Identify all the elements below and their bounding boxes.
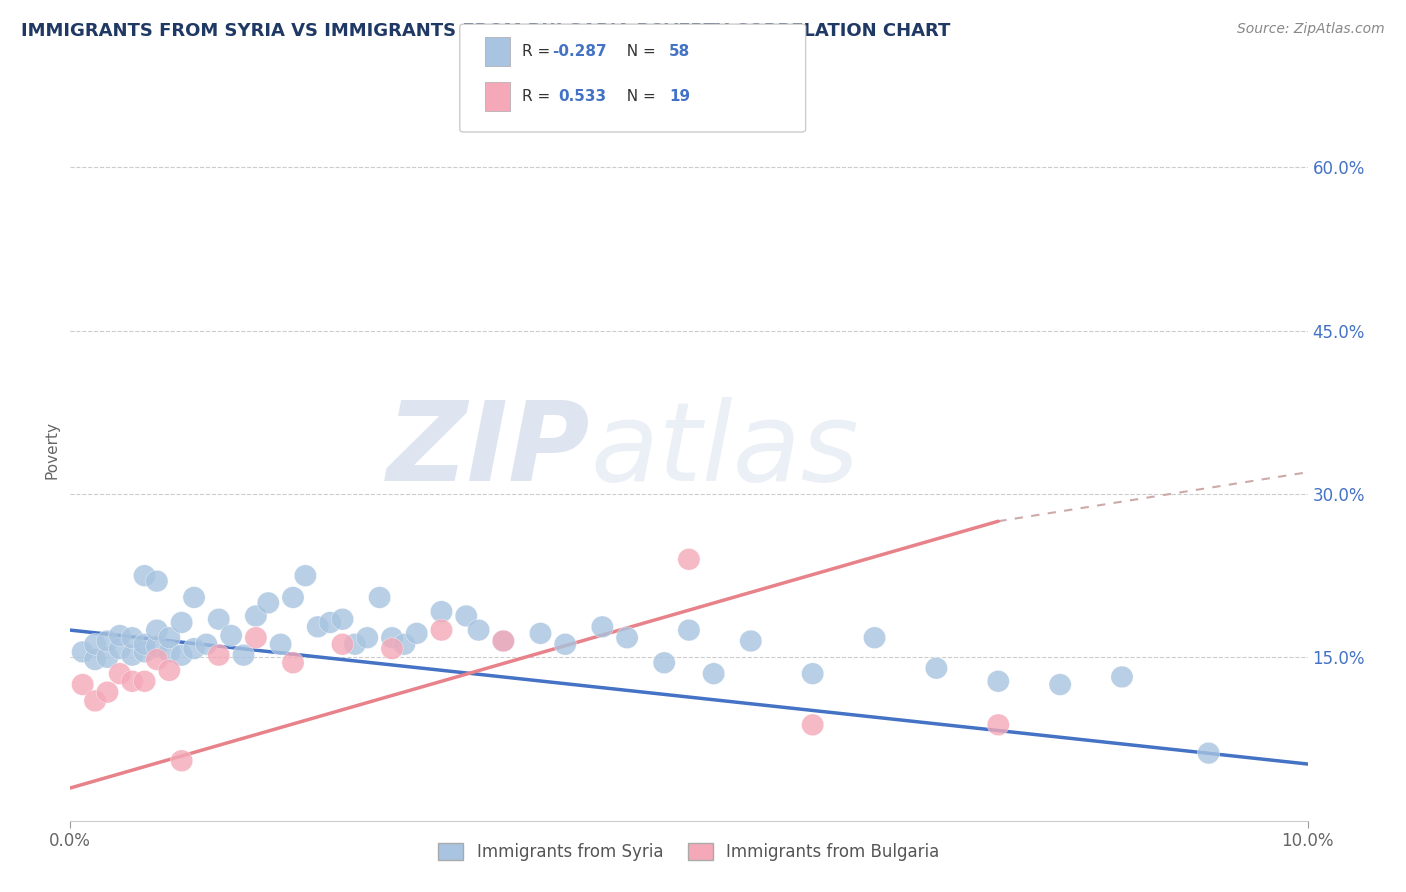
- Ellipse shape: [1111, 666, 1133, 688]
- Ellipse shape: [294, 565, 316, 587]
- Text: R =: R =: [522, 89, 560, 104]
- Ellipse shape: [170, 644, 193, 666]
- Ellipse shape: [219, 624, 242, 647]
- Ellipse shape: [108, 663, 131, 684]
- Ellipse shape: [146, 619, 169, 641]
- Ellipse shape: [96, 630, 118, 652]
- Ellipse shape: [245, 605, 267, 627]
- Ellipse shape: [430, 619, 453, 641]
- Ellipse shape: [987, 671, 1010, 692]
- Ellipse shape: [430, 600, 453, 623]
- Ellipse shape: [170, 750, 193, 772]
- Ellipse shape: [108, 638, 131, 659]
- Text: R =: R =: [522, 44, 555, 59]
- Text: 19: 19: [669, 89, 690, 104]
- Ellipse shape: [84, 633, 107, 655]
- Ellipse shape: [492, 630, 515, 652]
- Ellipse shape: [801, 714, 824, 736]
- Ellipse shape: [134, 565, 156, 587]
- Ellipse shape: [394, 633, 416, 655]
- Ellipse shape: [332, 608, 354, 630]
- Ellipse shape: [134, 641, 156, 663]
- Ellipse shape: [183, 638, 205, 659]
- Ellipse shape: [72, 641, 94, 663]
- Text: IMMIGRANTS FROM SYRIA VS IMMIGRANTS FROM BULGARIA POVERTY CORRELATION CHART: IMMIGRANTS FROM SYRIA VS IMMIGRANTS FROM…: [21, 22, 950, 40]
- Ellipse shape: [554, 633, 576, 655]
- Ellipse shape: [84, 690, 107, 712]
- Ellipse shape: [356, 627, 378, 648]
- Ellipse shape: [703, 663, 725, 684]
- Ellipse shape: [307, 616, 329, 638]
- Ellipse shape: [381, 638, 404, 659]
- Ellipse shape: [170, 612, 193, 633]
- Ellipse shape: [146, 570, 169, 592]
- Ellipse shape: [405, 623, 427, 644]
- Ellipse shape: [863, 627, 886, 648]
- Ellipse shape: [591, 616, 613, 638]
- Text: ZIP: ZIP: [387, 397, 591, 504]
- Ellipse shape: [381, 627, 404, 648]
- Ellipse shape: [183, 587, 205, 608]
- Ellipse shape: [281, 587, 304, 608]
- Ellipse shape: [134, 671, 156, 692]
- Ellipse shape: [195, 633, 218, 655]
- Ellipse shape: [270, 633, 292, 655]
- Ellipse shape: [208, 608, 231, 630]
- Ellipse shape: [925, 657, 948, 679]
- Ellipse shape: [208, 644, 231, 666]
- Ellipse shape: [368, 587, 391, 608]
- Text: 58: 58: [669, 44, 690, 59]
- Ellipse shape: [1049, 673, 1071, 696]
- Ellipse shape: [157, 659, 180, 681]
- Ellipse shape: [121, 671, 143, 692]
- Ellipse shape: [157, 627, 180, 648]
- Ellipse shape: [108, 624, 131, 647]
- Ellipse shape: [96, 647, 118, 668]
- Ellipse shape: [456, 605, 478, 627]
- Ellipse shape: [281, 652, 304, 673]
- Ellipse shape: [319, 612, 342, 633]
- Ellipse shape: [492, 630, 515, 652]
- Text: N =: N =: [617, 89, 661, 104]
- Y-axis label: Poverty: Poverty: [44, 421, 59, 480]
- Text: -0.287: -0.287: [553, 44, 607, 59]
- Ellipse shape: [652, 652, 675, 673]
- Ellipse shape: [96, 681, 118, 703]
- Ellipse shape: [84, 648, 107, 671]
- Ellipse shape: [987, 714, 1010, 736]
- Ellipse shape: [72, 673, 94, 696]
- Ellipse shape: [245, 627, 267, 648]
- Ellipse shape: [801, 663, 824, 684]
- Ellipse shape: [134, 633, 156, 655]
- Ellipse shape: [121, 627, 143, 648]
- Text: 0.533: 0.533: [558, 89, 606, 104]
- Ellipse shape: [529, 623, 551, 644]
- Text: N =: N =: [617, 44, 661, 59]
- Ellipse shape: [257, 592, 280, 614]
- Legend: Immigrants from Syria, Immigrants from Bulgaria: Immigrants from Syria, Immigrants from B…: [432, 837, 946, 868]
- Ellipse shape: [1198, 742, 1220, 764]
- Ellipse shape: [146, 635, 169, 657]
- Ellipse shape: [467, 619, 489, 641]
- Ellipse shape: [121, 644, 143, 666]
- Text: atlas: atlas: [591, 397, 859, 504]
- Ellipse shape: [157, 641, 180, 663]
- Ellipse shape: [678, 619, 700, 641]
- Ellipse shape: [678, 549, 700, 570]
- Ellipse shape: [343, 633, 366, 655]
- Ellipse shape: [332, 633, 354, 655]
- Ellipse shape: [146, 648, 169, 671]
- Ellipse shape: [232, 644, 254, 666]
- Text: Source: ZipAtlas.com: Source: ZipAtlas.com: [1237, 22, 1385, 37]
- Ellipse shape: [616, 627, 638, 648]
- Ellipse shape: [740, 630, 762, 652]
